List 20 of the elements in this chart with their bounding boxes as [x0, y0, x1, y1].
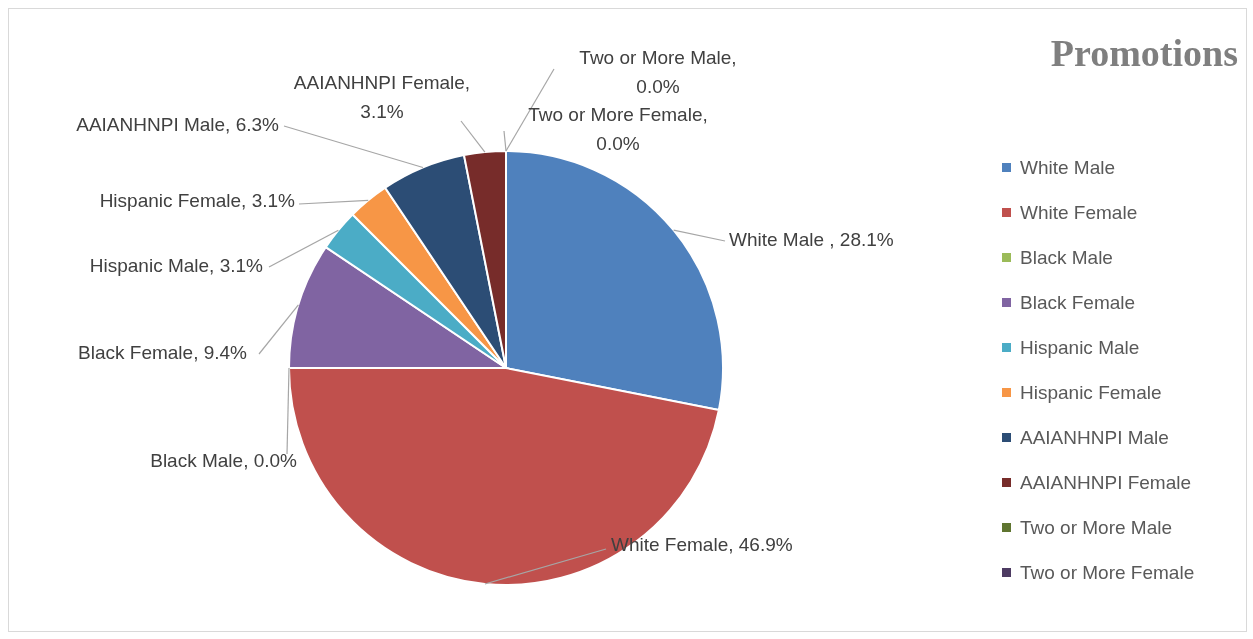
legend-label: Black Female [1020, 291, 1136, 314]
data-label: AAIANHNPI Female, 3.1% [293, 72, 471, 123]
data-label: Hispanic Female, 3.1% [99, 190, 296, 212]
data-label: Hispanic Male, 3.1% [89, 255, 264, 277]
legend-label: Hispanic Female [1020, 381, 1162, 404]
legend-label: Hispanic Male [1020, 336, 1140, 359]
text: Two or More Female, 0.0% [528, 104, 708, 155]
legend-label: Two or More Female [1020, 561, 1195, 584]
legend-label: AAIANHNPI Male [1020, 426, 1169, 449]
legend-label: Black Male [1020, 246, 1113, 269]
legend-label: White Male [1020, 156, 1116, 179]
data-label: Black Female, 9.4% [78, 342, 248, 364]
chart-title: Promotions [1050, 31, 1238, 75]
text: Two or More Male, 0.0% [579, 47, 737, 98]
legend-label: White Female [1020, 201, 1138, 224]
data-label: White Male , 28.1% [729, 229, 894, 251]
legend-label: Two or More Male [1020, 516, 1173, 539]
data-label: AAIANHNPI Male, 6.3% [76, 114, 280, 136]
legend-label: AAIANHNPI Female [1020, 471, 1192, 494]
text: Black Male, 0.0% [150, 450, 297, 472]
